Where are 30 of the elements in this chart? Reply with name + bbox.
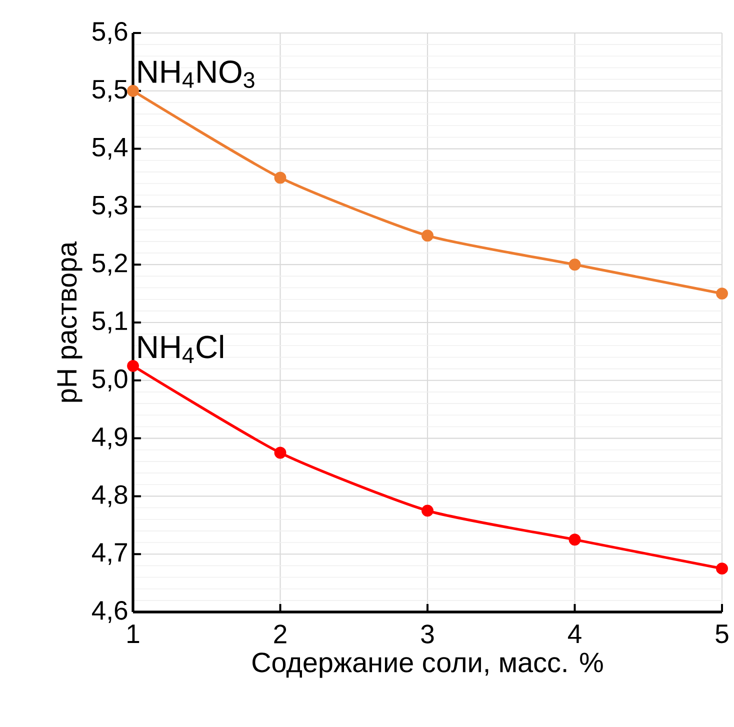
y-axis-title: pH раствора <box>57 241 82 402</box>
y-tick-label: 4,7 <box>92 543 127 565</box>
x-tick-label: 3 <box>421 624 434 644</box>
point <box>716 288 728 300</box>
y-tick-label: 4,6 <box>92 601 128 623</box>
y-tick-label: 5,1 <box>92 312 128 334</box>
series-label: NH$_{4}$Cl <box>138 334 224 363</box>
point <box>274 446 286 459</box>
y-tick-label: 5,3 <box>92 196 128 218</box>
x-axis-title: Содержание соли, масс. % <box>252 652 603 678</box>
y-tick-label: 4,9 <box>92 427 128 450</box>
x-tick-label: 2 <box>274 624 286 644</box>
point <box>568 258 581 271</box>
y-tick-label: 5,4 <box>92 138 128 160</box>
x-tick-label: 4 <box>568 624 582 643</box>
x-tick-label: 1 <box>128 624 140 643</box>
point <box>422 230 434 242</box>
y-tick-label: 5,5 <box>92 80 128 102</box>
y-tick-label: 5,6 <box>92 22 128 44</box>
y-tick-label: 4,8 <box>92 485 128 508</box>
y-tick-label: 5,2 <box>92 254 127 276</box>
point <box>422 504 434 517</box>
series-label: NH$_{4}$NO$_{3}$ <box>138 60 254 88</box>
point <box>274 172 286 184</box>
point <box>716 562 728 575</box>
point <box>127 360 139 372</box>
x-tick-label: 5 <box>716 624 728 644</box>
point <box>127 84 139 97</box>
y-tick-label: 5,0 <box>92 369 128 392</box>
point <box>568 534 581 546</box>
